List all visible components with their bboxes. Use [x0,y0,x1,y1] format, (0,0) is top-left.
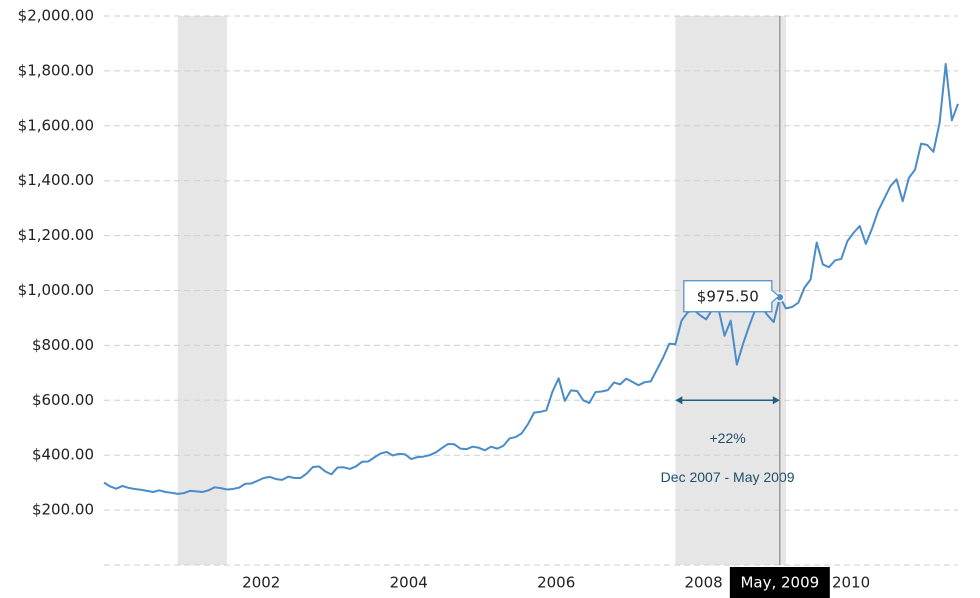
x-tick-label: 2008 [685,574,723,592]
y-tick-label: $800.00 [32,336,94,354]
y-tick-label: $200.00 [32,501,94,519]
tooltip-box [683,280,780,313]
annotation-text: +22% [710,430,746,446]
y-tick-label: $1,200.00 [18,226,94,244]
x-tick-label: 2002 [242,574,280,592]
arrow-head [675,396,683,405]
y-tick-label: $1,400.00 [18,171,94,189]
tooltip-value: $975.50 [697,288,759,306]
y-tick-label: $400.00 [32,446,94,464]
arrow-head [772,396,780,405]
y-tick-label: $2,000.00 [18,7,94,25]
price-line [103,63,959,495]
cursor-date-box [729,567,830,598]
y-tick-label: $1,000.00 [18,281,94,299]
x-tick-label: 2010 [832,574,870,592]
x-tick-label: 2006 [537,574,575,592]
annotation-subtext: Dec 2007 - May 2009 [661,469,795,485]
y-tick-label: $1,600.00 [18,116,94,134]
y-tick-label: $600.00 [32,391,94,409]
y-tick-label: $1,800.00 [18,61,94,79]
x-tick-label: 2004 [390,574,428,592]
cursor-date: May, 2009 [740,574,819,592]
